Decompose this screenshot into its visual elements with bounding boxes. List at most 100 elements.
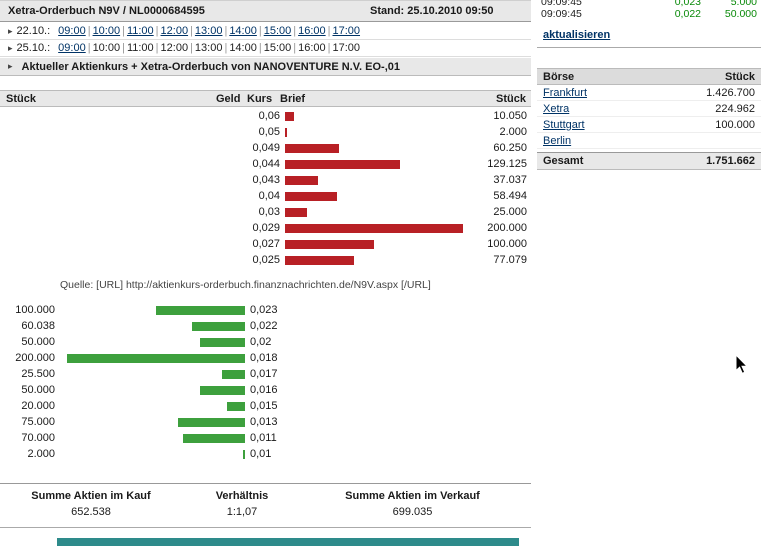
ask-volume-bar — [285, 256, 354, 265]
bid-row: 20.000 0,015 — [0, 398, 531, 414]
ask-row: 0,027 100.000 — [0, 236, 531, 252]
time-label: 17:00 — [332, 42, 361, 54]
main-panel: Xetra-Orderbuch N9V / NL0000684595 Stand… — [0, 0, 531, 546]
separator: | — [190, 42, 193, 54]
bid-volume: 25.500 — [21, 368, 55, 380]
time-link[interactable]: 11:00 — [126, 25, 154, 37]
arrow-icon: ▸ — [8, 42, 13, 53]
ask-volume: 129.125 — [487, 158, 527, 170]
col-kurs: Kurs — [247, 93, 273, 105]
bid-price: 0,023 — [250, 304, 278, 316]
time-label: 12:00 — [160, 42, 189, 54]
col-boerse: Börse — [543, 70, 575, 83]
ask-volume-bar — [285, 144, 339, 153]
ask-price: 0,05 — [258, 126, 280, 138]
ask-volume: 25.000 — [493, 206, 527, 218]
exchange-link[interactable]: Berlin — [543, 134, 572, 147]
ask-volume: 58.494 — [493, 190, 527, 202]
separator: | — [155, 25, 159, 37]
ask-price: 0,03 — [258, 206, 280, 218]
ask-row: 0,049 60.250 — [0, 140, 531, 156]
ask-volume: 77.079 — [493, 254, 527, 266]
bid-volume-bar — [222, 370, 245, 379]
time-link[interactable]: 13:00 — [194, 25, 223, 37]
time-link[interactable]: 16:00 — [298, 25, 326, 37]
time-label: 13:00 — [194, 42, 223, 54]
ask-price: 0,027 — [252, 238, 280, 250]
time-link[interactable]: 12:00 — [160, 25, 189, 37]
bid-row: 2.000 0,01 — [0, 446, 531, 462]
verkauf-label: Summe Aktien im Verkauf — [345, 490, 480, 502]
ask-row: 0,029 200.000 — [0, 220, 531, 236]
time-label: 11:00 — [126, 42, 154, 54]
mouse-cursor — [735, 354, 749, 374]
exchange-rows: Frankfurt 1.426.700 Xetra 224.962 Stuttgart 1… — [537, 85, 761, 149]
separator: | — [87, 25, 91, 37]
exchange-link[interactable]: Stuttgart — [543, 118, 585, 131]
bid-volume: 70.000 — [21, 432, 55, 444]
bid-volume-bar — [200, 386, 245, 395]
section-header: ▸ Aktueller Aktienkurs + Xetra-Orderbuch… — [0, 58, 531, 76]
separator: | — [327, 25, 331, 37]
exchange-row: Xetra 224.962 — [537, 101, 761, 117]
time-link[interactable]: 17:00 — [332, 25, 361, 37]
ask-price: 0,029 — [252, 222, 280, 234]
bid-volume: 100.000 — [15, 304, 55, 316]
bid-price: 0,015 — [250, 400, 278, 412]
ask-volume-bar — [285, 208, 307, 217]
bid-volume: 50.000 — [21, 384, 55, 396]
exchange-row: Frankfurt 1.426.700 — [537, 85, 761, 101]
separator: | — [155, 42, 159, 54]
separator: | — [293, 25, 297, 37]
bid-price: 0,016 — [250, 384, 278, 396]
refresh-link[interactable]: aktualisieren — [543, 29, 611, 41]
bid-price: 0,022 — [250, 320, 278, 332]
bid-row: 60.038 0,022 — [0, 318, 531, 334]
trades-list: 09:09:45 0,023 5.000 09:09:45 0,022 50.000 — [537, 0, 761, 20]
date-label: 25.10.: — [16, 42, 51, 54]
ask-row: 0,03 25.000 — [0, 204, 531, 220]
time-link[interactable]: 09:00 — [58, 25, 86, 37]
summary-ratio: Verhältnis 1:1,07 — [182, 484, 302, 518]
exchange-link[interactable]: Frankfurt — [543, 86, 588, 99]
time-link[interactable]: 10:00 — [92, 25, 121, 37]
ask-volume: 10.050 — [493, 110, 527, 122]
ask-price: 0,025 — [252, 254, 280, 266]
arrow-icon: ▸ — [8, 25, 13, 36]
time-label: 15:00 — [263, 42, 292, 54]
bid-volume: 75.000 — [21, 416, 55, 428]
bid-volume: 2.000 — [27, 448, 55, 460]
bid-price: 0,011 — [250, 432, 277, 444]
time-nav: ▸ 22.10.: 09:00 | 10:00 | 11:00 | 12:00 | 13:00 | 14… — [0, 23, 531, 57]
time-link[interactable]: 15:00 — [263, 25, 292, 37]
bid-volume: 200.000 — [15, 352, 55, 364]
bid-row: 100.000 0,023 — [0, 302, 531, 318]
exchange-table-header: Börse Stück — [537, 68, 761, 85]
trade-price: 0,023 — [674, 0, 701, 8]
trade-price: 0,022 — [674, 8, 701, 20]
trade-volume: 50.000 — [724, 8, 757, 20]
bid-price: 0,013 — [250, 416, 278, 428]
bid-bar-area — [62, 450, 245, 459]
bid-row: 75.000 0,013 — [0, 414, 531, 430]
ask-volume-bar — [285, 224, 463, 233]
trade-row: 09:09:45 0,023 5.000 — [537, 0, 761, 8]
ask-row: 0,025 77.079 — [0, 252, 531, 268]
exchange-link[interactable]: Xetra — [543, 102, 570, 115]
ask-row: 0,05 2.000 — [0, 124, 531, 140]
summary-verkauf: Summe Aktien im Verkauf 699.035 — [305, 484, 520, 518]
trade-volume: 5.000 — [730, 0, 757, 8]
ask-price: 0,04 — [258, 190, 280, 202]
bid-table: 100.000 0,023 60.038 0,022 50.000 0,02 200.000… — [0, 302, 531, 462]
kauf-value: 652.538 — [71, 506, 111, 518]
time-row: ▸ 22.10.: 09:00 | 10:00 | 11:00 | 12:00 | 13:00 | 14… — [0, 23, 531, 40]
bid-volume-bar — [243, 450, 245, 459]
ask-volume-bar — [285, 112, 294, 121]
time-link[interactable]: 09:00 — [58, 42, 86, 54]
bid-volume: 60.038 — [21, 320, 55, 332]
time-link[interactable]: 14:00 — [229, 25, 257, 37]
ask-volume: 60.250 — [493, 142, 527, 154]
bid-row: 200.000 0,018 — [0, 350, 531, 366]
ask-price: 0,044 — [252, 158, 280, 170]
bid-volume-bar — [227, 402, 245, 411]
